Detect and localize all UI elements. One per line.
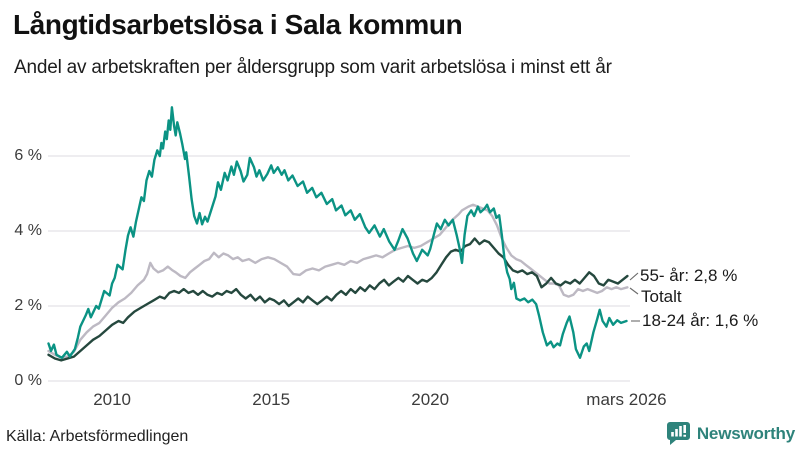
x-axis-tick-1: 2015 [252, 390, 291, 409]
page-subtitle: Andel av arbetskraften per åldersgrupp s… [14, 57, 612, 78]
series-end-label-0: 55- år: 2,8 % [640, 266, 738, 285]
brand-name: Newsworthy [696, 423, 795, 443]
series-end-label-1: Totalt [641, 287, 682, 306]
y-axis-tick-2: 4 % [14, 222, 42, 239]
x-axis-tick-2: 2020 [411, 390, 450, 409]
newsworthy-bubble-chart-icon [666, 422, 690, 445]
y-axis-tick-0: 0 % [14, 372, 42, 389]
leader-line-1 [629, 287, 639, 295]
series-line-55-r [47, 237, 629, 362]
source-note: Källa: Arbetsförmedlingen [6, 428, 189, 445]
newsworthy-logo[interactable]: Newsworthy [666, 421, 795, 446]
y-axis-tick-1: 2 % [14, 297, 42, 314]
series-end-label-2: 18-24 år: 1,6 % [642, 311, 759, 330]
series-line-18-24-r [47, 106, 628, 359]
x-axis-tick-0: 2010 [93, 390, 132, 409]
series-line-Totalt [47, 203, 629, 359]
x-axis-tick-3: mars 2026 [586, 390, 667, 409]
y-axis-tick-3: 6 % [14, 147, 42, 164]
page-title: Långtidsarbetslösa i Sala kommun [13, 9, 463, 40]
leader-line-0 [629, 272, 639, 281]
